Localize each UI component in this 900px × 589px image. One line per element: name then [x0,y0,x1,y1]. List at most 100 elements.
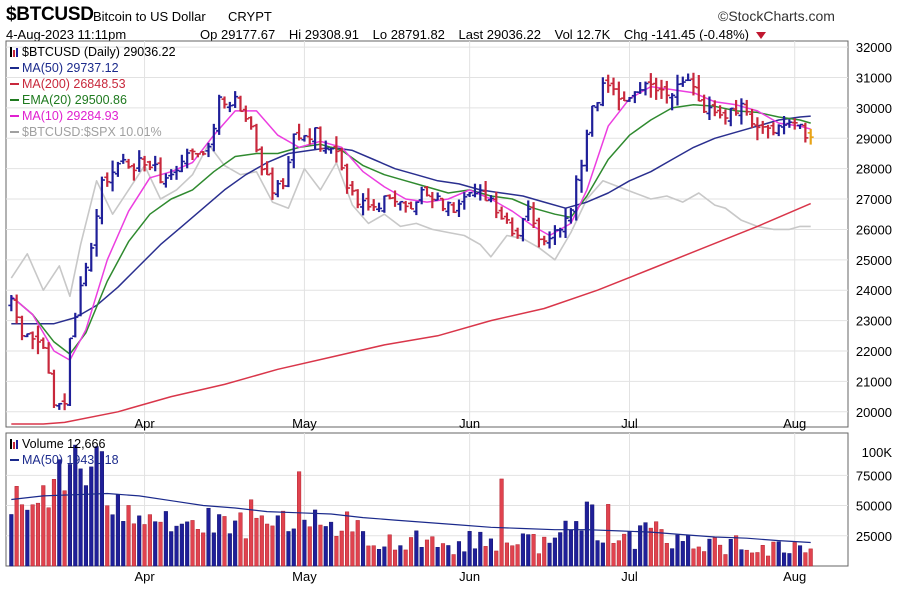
ohlc-bar [232,91,239,108]
volume-bar [105,505,110,567]
price-tick-label: 22000 [856,344,892,359]
ohlc-bar [296,123,303,141]
ohlc-bar [221,96,228,109]
ohlc-bar [8,294,15,312]
volume-bar [510,545,515,567]
volume-bar [398,545,403,567]
ohlc-bar [157,157,164,184]
ohlc-bar [114,161,121,177]
volume-bar [302,519,307,567]
volume-bar [600,542,605,567]
volume-bar [281,510,286,567]
volume-bar [142,524,147,567]
volume-bar [83,485,88,567]
ohlc-bar [152,155,159,172]
price-tick-label: 20000 [856,405,892,420]
ohlc-bar [397,200,404,211]
high-label: Hi [288,27,302,42]
volume-bar [808,548,813,567]
ohlc-bar [541,235,548,246]
volume-bar [9,514,14,567]
volume-bar [323,526,328,567]
ohlc-bar [690,72,697,96]
legend-entry: MA(50) 19431.18 [22,453,119,467]
ohlc-bar [711,100,718,117]
volume-bar [435,547,440,567]
volume-bar [616,540,621,567]
ohlc-bar [583,129,590,172]
volume-bar [584,501,589,567]
legend-entry: MA(50) 29737.12 [22,61,119,75]
volume-bar [73,444,78,567]
volume-bar [595,540,600,567]
ohlc-bar [264,161,271,176]
ohlc-bar [663,80,670,104]
volume-bar [169,531,174,567]
volume-bar [121,521,126,567]
volume-bar [728,539,733,567]
ohlc-bar [781,116,788,135]
volume-bar [718,544,723,567]
volume-bar [297,471,302,567]
volume-bar [211,532,216,567]
ohlc-bar [82,262,89,287]
volume-bar [430,536,435,567]
ohlc-bar [594,101,601,112]
price-tick-label: 27000 [856,192,892,207]
volume-bar [19,504,25,567]
ohlc-bar [642,81,649,96]
brand-watermark[interactable]: ©StockCharts.com [718,8,835,24]
volume-legend: Volume 12,666 MA(50) 19431.18 [10,437,119,467]
volume-bar [403,549,408,567]
volume-bar [249,499,254,567]
ohlc-bar [402,200,409,213]
volume-bar [14,486,19,567]
volume-bar [275,515,280,567]
ohlc-bar [525,200,532,222]
volume-bar [238,512,243,567]
volume-bar [185,521,190,567]
vol-label: Vol [554,27,573,42]
ohlc-bar [424,186,430,197]
volume-bar [648,527,653,567]
volume-bar [265,523,270,567]
volume-bar [622,533,627,567]
ohlc-bar [471,183,478,198]
ohlc-bar [61,393,68,411]
volume-bar [345,511,350,567]
volume-bar [568,529,573,567]
volume-bar [318,524,323,567]
ohlc-bar [210,123,217,152]
volume-bar [419,547,424,567]
volume-bar [115,494,120,567]
price-tick-label: 30000 [856,101,892,116]
volume-bar [94,446,99,567]
volume-bar [536,553,541,567]
volume-bar [233,520,238,567]
open-label: Op [200,27,218,42]
volume-bar [680,541,685,567]
ohlc-bar [679,76,686,87]
volume-bar [702,551,707,567]
volume-bar [78,468,83,567]
volume-bar [803,552,808,567]
ohlc-bar [807,128,814,145]
ohlc-bar [658,79,665,99]
ema20-line [10,104,811,355]
volume-bar [712,537,717,567]
ohlc-bar [615,81,622,111]
volume-bar [195,529,200,567]
ohlc-bar [503,212,510,224]
volume-bar [41,485,46,567]
ohlc-bar [130,163,137,181]
volume-bar [387,534,392,567]
volume-bar [408,537,414,567]
ohlc-bar [109,160,116,192]
ohlc-bar [98,176,105,225]
volume-bar [787,553,792,567]
ohlc-bar [173,165,180,180]
volume-bar [131,523,136,567]
ohlc-bar [706,96,713,121]
volume-bar [632,548,637,567]
